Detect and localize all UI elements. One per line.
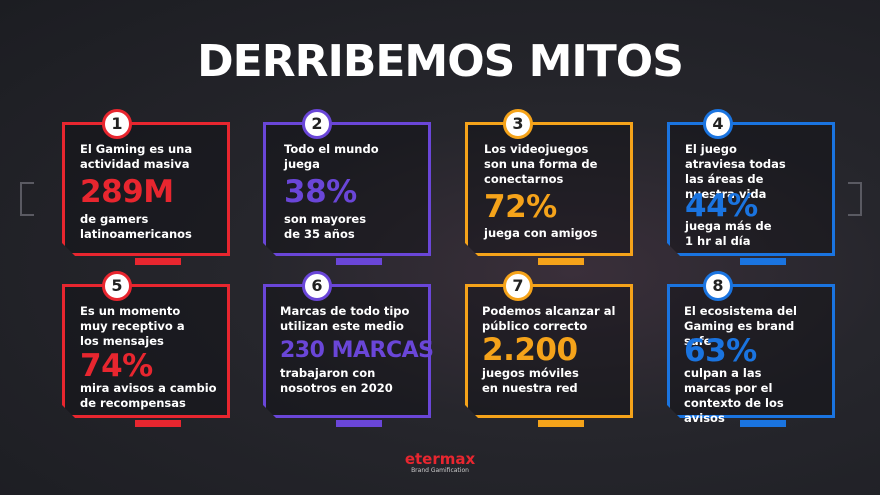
card-number-3: 3: [503, 109, 533, 139]
card-7-detail: juegos móviles en nuestra red: [482, 366, 579, 395]
card-4-stat: 44%: [685, 188, 758, 224]
card-tab-2: [336, 258, 382, 265]
card-number-5: 5: [102, 271, 132, 301]
myth-card-3: [465, 122, 633, 256]
card-3-stat: 72%: [484, 189, 557, 225]
card-5-stat: 74%: [80, 348, 153, 384]
card-tab-7: [538, 420, 584, 427]
myth-card-8: [667, 284, 835, 418]
card-1-stat: 289M: [80, 174, 174, 210]
card-1-detail: de gamers latinoamericanos: [80, 212, 192, 241]
myth-card-6: [263, 284, 431, 418]
myth-card-7: [465, 284, 633, 418]
card-8-stat: 63%: [684, 333, 757, 369]
brand-logo: etermax Brand Gamification: [0, 452, 880, 475]
card-5-detail: mira avisos a cambio de recompensas: [80, 381, 217, 410]
page-title: DERRIBEMOS MITOS: [197, 36, 684, 87]
myth-card-1: [62, 122, 230, 256]
card-3-detail: juega con amigos: [484, 226, 598, 240]
myth-card-4: [667, 122, 835, 256]
decorative-bracket-left: [20, 182, 34, 216]
card-tab-4: [740, 258, 786, 265]
card-4-detail: juega más de 1 hr al día: [685, 219, 772, 248]
card-tab-3: [538, 258, 584, 265]
myth-card-2: [263, 122, 431, 256]
myth-card-5: [62, 284, 230, 418]
decorative-bracket-right: [848, 182, 862, 216]
card-tab-1: [135, 258, 181, 265]
card-number-1: 1: [102, 109, 132, 139]
card-number-6: 6: [302, 271, 332, 301]
card-tab-5: [135, 420, 181, 427]
card-number-2: 2: [302, 109, 332, 139]
card-6-stat: 230 MARCAS: [280, 338, 434, 363]
card-number-7: 7: [503, 271, 533, 301]
card-8-detail: culpan a las marcas por el contexto de l…: [684, 366, 784, 425]
card-7-stat: 2.200: [482, 332, 578, 368]
brand-name: etermax: [404, 450, 476, 468]
card-number-4: 4: [703, 109, 733, 139]
card-1-intro: El Gaming es una actividad masiva: [80, 142, 193, 171]
card-2-detail: son mayores de 35 años: [284, 212, 367, 241]
brand-tagline: Brand Gamification: [411, 467, 469, 474]
card-4-intro: El juego atraviesa todas las áreas de nu…: [685, 142, 786, 201]
card-3-intro: Los videojuegos son una forma de conecta…: [484, 142, 598, 186]
card-tab-6: [336, 420, 382, 427]
card-tab-8: [740, 420, 786, 427]
card-2-stat: 38%: [284, 174, 357, 210]
card-7-intro: Podemos alcanzar al público correcto: [482, 304, 616, 333]
card-6-detail: trabajaron con nosotros en 2020: [280, 366, 393, 395]
card-5-intro: Es un momento muy receptivo a los mensaj…: [80, 304, 185, 348]
card-6-intro: Marcas de todo tipo utilizan este medio: [280, 304, 410, 333]
card-8-intro: El ecosistema del Gaming es brand safe: [684, 304, 797, 348]
card-2-intro: Todo el mundo juega: [284, 142, 379, 171]
card-number-8: 8: [703, 271, 733, 301]
